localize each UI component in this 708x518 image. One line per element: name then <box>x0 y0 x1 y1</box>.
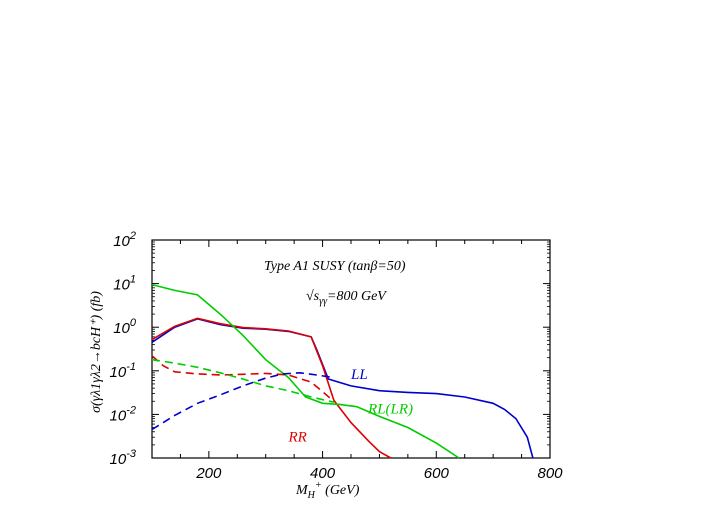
y-tick-label-1e-3: 10-3 <box>110 448 137 468</box>
annotation-model: Type A1 SUSY (tanβ=50) <box>264 259 406 274</box>
x-axis-label-sub: H <box>307 490 316 501</box>
y-tick-exponent: -2 <box>126 404 136 416</box>
series-label-rr: RR <box>287 429 306 445</box>
x-tick-label-200: 200 <box>195 465 222 482</box>
y-tick-base: 10 <box>110 451 127 468</box>
x-tick-label-800: 800 <box>537 465 563 482</box>
series-line-rr <box>151 317 392 459</box>
series-line-dashed-3 <box>151 355 335 402</box>
x-tick-label-600: 600 <box>424 465 450 482</box>
y-tick-label-1e2: 102 <box>113 230 136 250</box>
series-label-ll: LL <box>350 367 368 383</box>
x-tick-label-400: 400 <box>310 465 336 482</box>
series-line-dashed-5 <box>151 371 335 431</box>
y-tick-base: 10 <box>113 320 130 337</box>
y-tick-label-1e1: 101 <box>113 274 136 294</box>
y-tick-exponent: 1 <box>130 274 136 286</box>
annotation-energy-sqrt: √s <box>306 289 320 304</box>
x-axis-label-rest: (GeV) <box>322 483 360 498</box>
series-line-ll <box>151 318 534 459</box>
y-tick-base: 10 <box>113 233 130 250</box>
y-tick-exponent: -1 <box>126 361 136 373</box>
y-tick-exponent: 2 <box>129 230 136 242</box>
annotation-energy-value: =800 GeV <box>327 289 387 304</box>
x-axis-label: MH+ (GeV) <box>295 480 360 501</box>
series-label-rl-lr-: RL(LR) <box>367 401 413 417</box>
y-tick-label-1e-2: 10-2 <box>110 404 136 424</box>
y-tick-base: 10 <box>113 277 130 294</box>
y-tick-label-1e-1: 10-1 <box>110 361 136 381</box>
y-tick-base: 10 <box>110 364 127 381</box>
series-line-dashed-4 <box>151 358 335 403</box>
y-tick-exponent: 0 <box>130 317 137 329</box>
series-line-rl-lr- <box>151 283 460 459</box>
annotation-energy-sub: γγ <box>319 296 328 307</box>
x-axis-label-sup: + <box>315 480 322 491</box>
series-lines: LL RR RL(LR) <box>151 283 534 459</box>
annotation-energy: √sγγ=800 GeV <box>306 289 387 307</box>
y-tick-base: 10 <box>110 407 127 424</box>
y-tick-label-1e0: 100 <box>113 317 137 337</box>
y-axis-label: σ(γλ1γλ2→bcH⁺) (fb) <box>89 291 104 413</box>
x-axis-label-main: M <box>295 483 309 498</box>
y-tick-exponent: -3 <box>126 448 137 460</box>
